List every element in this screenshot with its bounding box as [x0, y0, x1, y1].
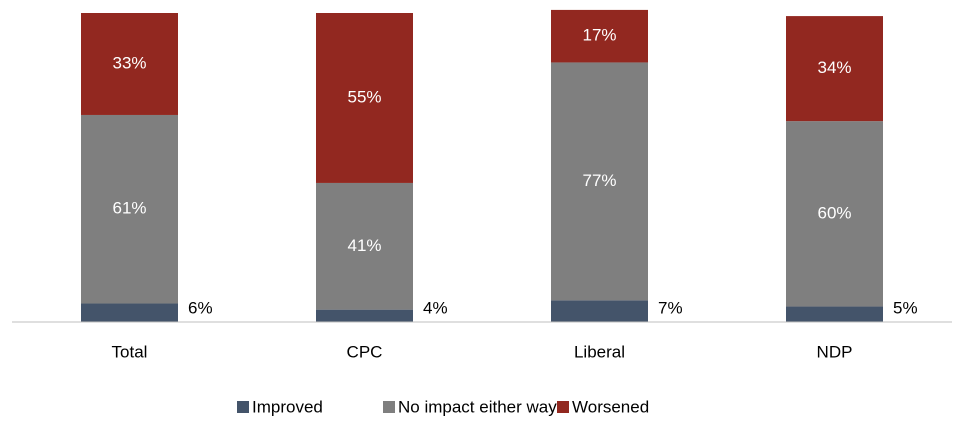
bar-segment — [81, 303, 178, 322]
value-label: 4% — [423, 298, 448, 317]
value-label: 60% — [817, 203, 851, 222]
value-label: 6% — [188, 298, 213, 317]
x-tick-label: Liberal — [574, 342, 625, 361]
value-label: 17% — [582, 26, 616, 45]
x-tick-label: Total — [112, 342, 148, 361]
bar-segment — [316, 13, 413, 183]
bar-segment — [786, 121, 883, 307]
bar-segment — [786, 16, 883, 122]
bar-segment — [81, 13, 178, 115]
bar-segment — [551, 9, 648, 63]
value-label: 77% — [582, 171, 616, 190]
value-label: 34% — [817, 58, 851, 77]
legend-swatch — [237, 401, 249, 413]
legend-label: Worsened — [572, 397, 649, 416]
bar-segment — [786, 306, 883, 322]
bar-segment — [316, 309, 413, 322]
value-label: 61% — [112, 199, 146, 218]
x-tick-label: CPC — [347, 342, 383, 361]
bar-segment — [551, 62, 648, 301]
value-label: 41% — [347, 236, 381, 255]
value-label: 55% — [347, 87, 381, 106]
legend-swatch — [557, 401, 569, 413]
bar-segment — [551, 300, 648, 322]
value-label: 7% — [658, 298, 683, 317]
x-tick-label: NDP — [817, 342, 853, 361]
value-label: 33% — [112, 53, 146, 72]
legend-label: Improved — [252, 397, 323, 416]
legend-swatch — [383, 401, 395, 413]
value-label: 5% — [893, 298, 918, 317]
legend-label: No impact either way — [398, 397, 557, 416]
bar-segment — [316, 182, 413, 310]
bar-segment — [81, 114, 178, 304]
